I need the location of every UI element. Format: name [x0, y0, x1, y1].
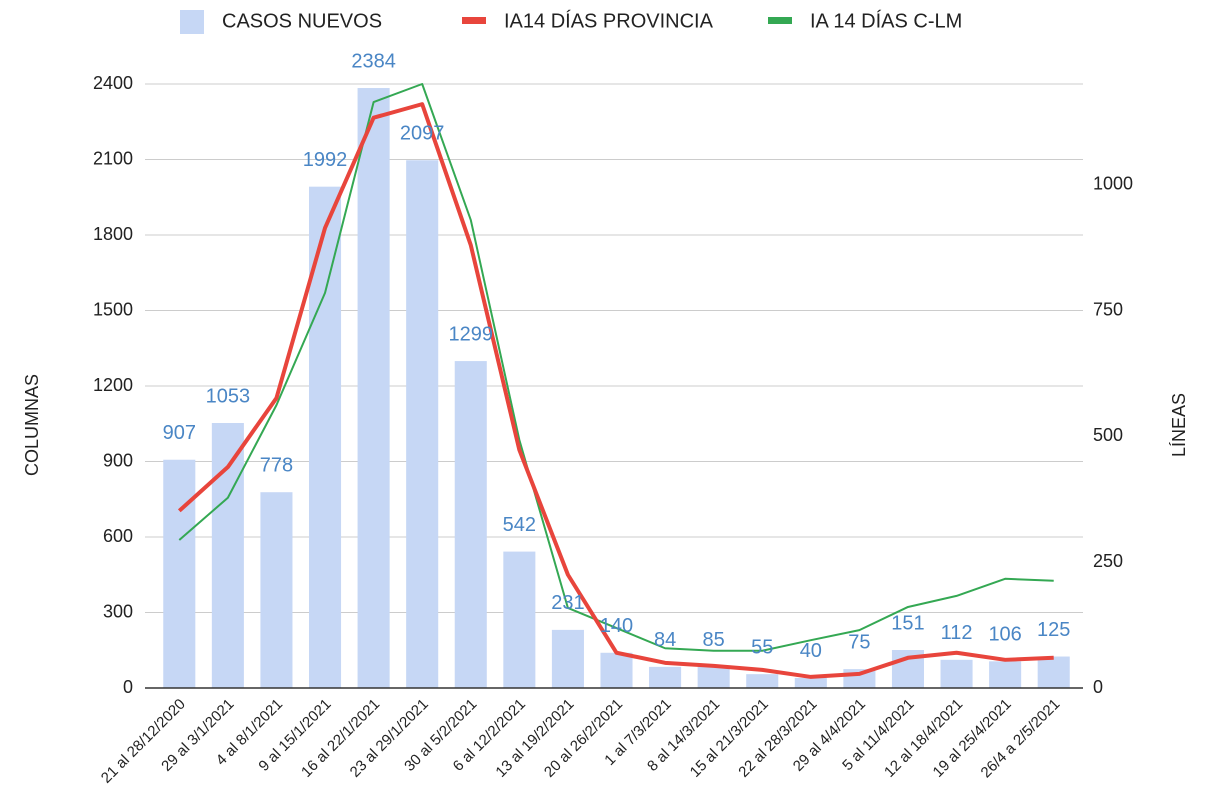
bar	[551, 629, 584, 688]
data-label: 151	[891, 612, 924, 634]
y2-tick-label: 1000	[1093, 173, 1133, 193]
y2-tick-label: 500	[1093, 425, 1123, 445]
bar	[600, 652, 633, 688]
y-axis-label: COLUMNAS	[22, 374, 42, 476]
bar	[1037, 656, 1070, 688]
bar	[357, 88, 390, 688]
line	[177, 102, 1054, 679]
y-tick-label: 1500	[93, 299, 133, 319]
bar	[746, 674, 779, 688]
legend-label: IA 14 DÍAS C-LM	[810, 9, 962, 32]
y-tick-label: 2100	[93, 148, 133, 168]
legend-label: CASOS NUEVOS	[222, 10, 382, 32]
data-label: 231	[551, 592, 584, 614]
data-label: 40	[800, 640, 822, 662]
bar	[454, 361, 487, 688]
y-tick-label: 1800	[93, 224, 133, 244]
data-label: 112	[941, 622, 973, 644]
data-label: 1299	[449, 323, 494, 345]
data-label: 2097	[400, 123, 445, 145]
y-tick-label: 2400	[93, 73, 133, 93]
y-tick-label: 0	[123, 677, 133, 697]
bar	[211, 422, 244, 688]
data-label: 85	[703, 629, 725, 651]
data-label: 75	[848, 631, 870, 653]
legend-label: IA14 DÍAS PROVINCIA	[504, 9, 714, 32]
y-tick-label: 1200	[93, 375, 133, 395]
y2-tick-label: 250	[1093, 551, 1123, 571]
data-label: 84	[654, 629, 676, 651]
data-label: 106	[988, 624, 1021, 646]
bar	[794, 677, 827, 688]
y2-tick-label: 0	[1093, 677, 1103, 697]
bar	[260, 492, 293, 688]
bar	[697, 666, 730, 688]
legend-swatch	[462, 17, 486, 24]
x-tick-label: 21 al 28/12/2020	[98, 696, 189, 787]
y2-axis-label: LÍNEAS	[1169, 393, 1189, 457]
data-label: 542	[503, 514, 536, 536]
legend-swatch	[180, 10, 204, 34]
data-label: 1053	[206, 385, 251, 407]
y-tick-label: 300	[103, 601, 133, 621]
data-label: 140	[600, 615, 633, 637]
data-label: 778	[260, 454, 293, 476]
bar	[503, 551, 536, 688]
data-label: 55	[751, 636, 773, 658]
y-tick-label: 600	[103, 526, 133, 546]
data-label: 125	[1037, 619, 1070, 641]
bar	[989, 661, 1022, 688]
data-label: 907	[163, 422, 196, 444]
bar	[940, 659, 973, 688]
line	[178, 83, 1054, 652]
data-label: 1992	[303, 149, 348, 171]
bar	[163, 459, 196, 688]
bar	[406, 160, 439, 688]
data-label: 2384	[351, 50, 396, 72]
y-tick-label: 900	[103, 450, 133, 470]
y2-tick-label: 750	[1093, 299, 1123, 319]
bar	[649, 666, 682, 688]
legend-swatch	[768, 17, 792, 24]
